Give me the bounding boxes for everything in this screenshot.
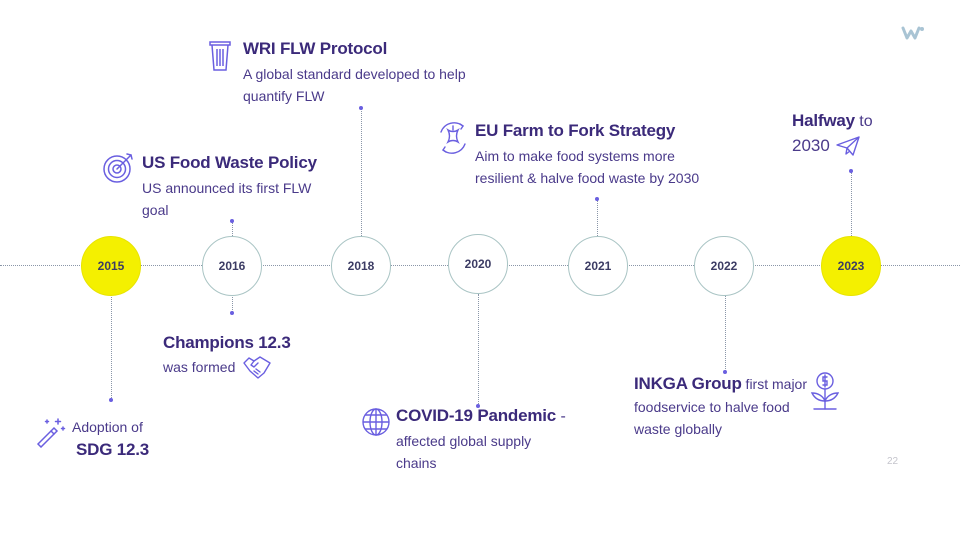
wri-desc-line1: A global standard developed to help [243, 66, 466, 82]
sdg-line1: Adoption of [72, 419, 143, 435]
connector-dot [723, 370, 727, 374]
connector-2016-up [232, 222, 233, 236]
inkga-desc-line2: waste globally [634, 421, 722, 437]
covid-desc-line1: affected global supply [396, 433, 532, 449]
us-policy-desc-line1: US announced its first FLW [142, 180, 312, 196]
covid-heading: COVID-19 Pandemic - [396, 406, 566, 428]
page-number: 22 [887, 456, 899, 467]
halfway-year: 2030 [792, 136, 830, 155]
brand-logo [901, 26, 925, 40]
magic-wand-icon [34, 416, 66, 448]
year-2021: 2021 [568, 236, 628, 296]
inkga-desc-line1: foodservice to halve food [634, 399, 790, 415]
connector-2015 [111, 295, 112, 400]
connector-dot [109, 398, 113, 402]
sdg-line2: SDG 12.3 [76, 440, 150, 459]
globe-icon [361, 407, 391, 437]
connector-2016-down [232, 295, 233, 312]
wri-title: WRI FLW Protocol [243, 39, 388, 58]
eu-desc-line1: Aim to make food systems more [475, 148, 675, 164]
inkga-desc-line0: first major [741, 376, 808, 392]
champions-title: Champions 12.3 [163, 333, 291, 352]
connector-2021 [597, 200, 598, 236]
inkga-heading: INKGA Group first major [634, 373, 807, 395]
handshake-icon [242, 353, 272, 381]
connector-2018 [361, 109, 362, 236]
wri-desc-line2: quantify FLW [243, 88, 325, 104]
inkga-title: INKGA Group [634, 374, 742, 393]
covid-title: COVID-19 Pandemic [396, 406, 557, 425]
year-2018: 2018 [331, 236, 391, 296]
target-icon [102, 151, 136, 185]
eu-desc-line2: resilient & halve food waste by 2030 [475, 170, 700, 186]
connector-dot [849, 169, 853, 173]
covid-desc-line2: chains [396, 455, 437, 471]
connector-dot [359, 106, 363, 110]
covid-title-suffix: - [556, 408, 566, 425]
us-policy-desc-line2: goal [142, 202, 169, 218]
year-2015: 2015 [81, 236, 141, 296]
year-2020: 2020 [448, 234, 508, 294]
connector-dot [230, 219, 234, 223]
halfway-heading: Halfway to [792, 111, 873, 133]
halfway-to: to [854, 113, 873, 130]
connector-dot [476, 404, 480, 408]
money-plant-icon [808, 371, 842, 411]
connector-2023 [851, 172, 852, 236]
connector-dot [230, 311, 234, 315]
year-2022: 2022 [694, 236, 754, 296]
halfway-title: Halfway [792, 111, 855, 130]
us-policy-title: US Food Waste Policy [142, 153, 317, 172]
connector-2022 [725, 295, 726, 371]
trash-bin-icon [208, 40, 232, 72]
eu-title: EU Farm to Fork Strategy [475, 121, 676, 140]
champions-desc: was formed [163, 359, 236, 375]
paper-plane-icon [835, 135, 861, 157]
apple-core-icon [435, 120, 471, 156]
connector-dot [595, 197, 599, 201]
connector-2020 [478, 294, 479, 406]
year-2023: 2023 [821, 236, 881, 296]
year-2016: 2016 [202, 236, 262, 296]
